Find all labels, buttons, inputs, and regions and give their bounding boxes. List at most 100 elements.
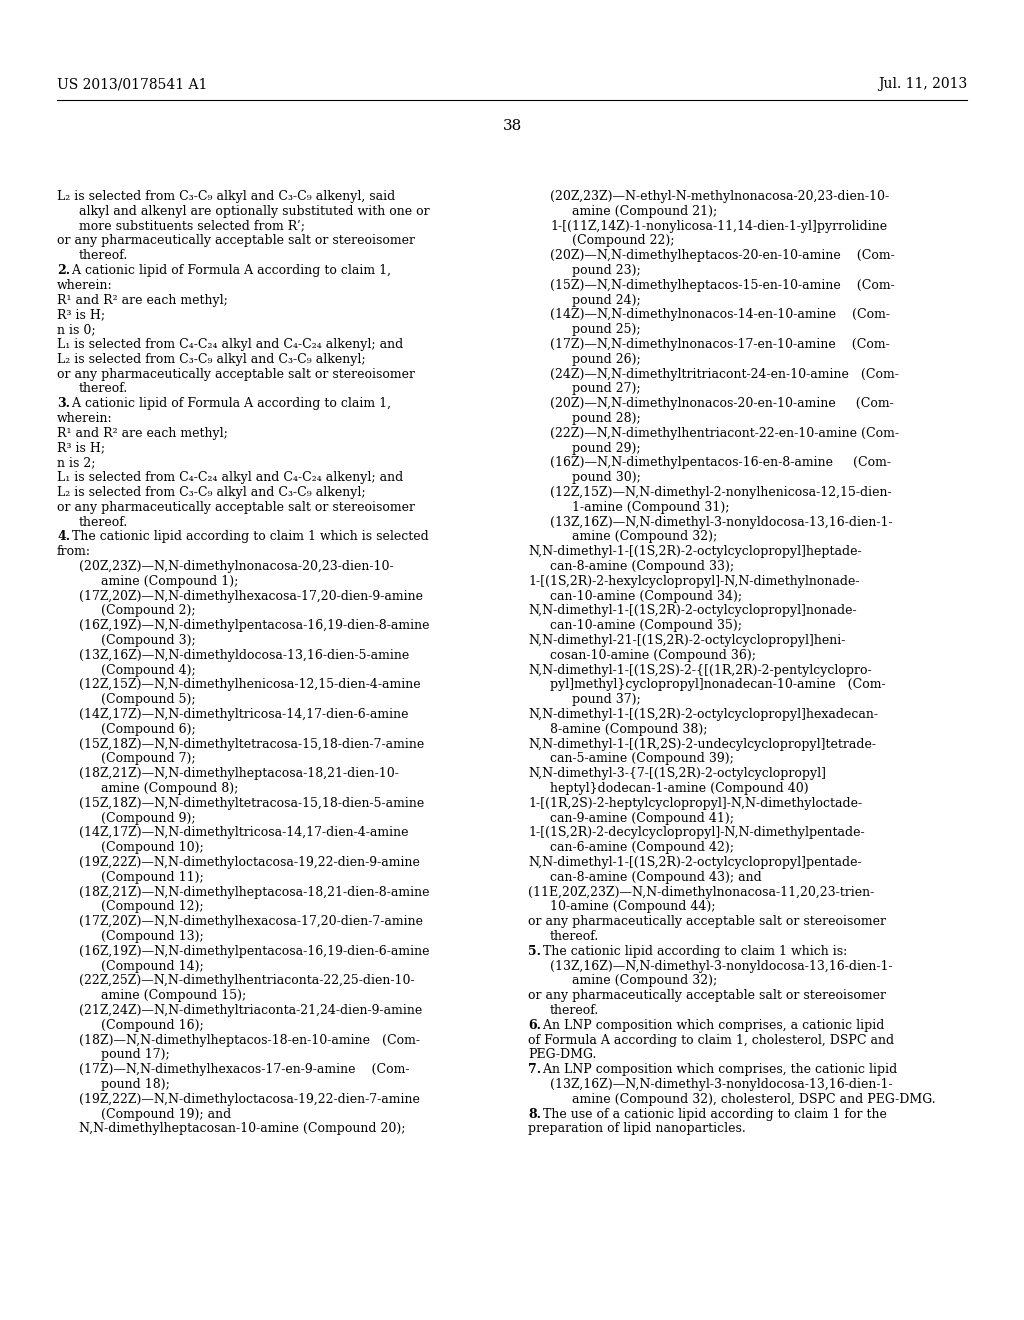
Text: N,N-dimethyl-1-[(1S,2R)-2-octylcyclopropyl]pentade-: N,N-dimethyl-1-[(1S,2R)-2-octylcycloprop… — [528, 855, 861, 869]
Text: pyl]methyl}cyclopropyl]nonadecan-10-amine   (Com-: pyl]methyl}cyclopropyl]nonadecan-10-amin… — [550, 678, 886, 692]
Text: (24Z)—N,N-dimethyltritriacont-24-en-10-amine   (Com-: (24Z)—N,N-dimethyltritriacont-24-en-10-a… — [550, 367, 899, 380]
Text: (Compound 19); and: (Compound 19); and — [101, 1107, 231, 1121]
Text: n is 0;: n is 0; — [57, 323, 95, 337]
Text: thereof.: thereof. — [550, 931, 599, 942]
Text: heptyl}dodecan-1-amine (Compound 40): heptyl}dodecan-1-amine (Compound 40) — [550, 781, 809, 795]
Text: (13Z,16Z)—N,N-dimethyl-3-nonyldocosa-13,16-dien-1-: (13Z,16Z)—N,N-dimethyl-3-nonyldocosa-13,… — [550, 960, 893, 973]
Text: can-10-amine (Compound 34);: can-10-amine (Compound 34); — [550, 590, 742, 603]
Text: alkyl and alkenyl are optionally substituted with one or: alkyl and alkenyl are optionally substit… — [79, 205, 430, 218]
Text: 5.: 5. — [528, 945, 541, 958]
Text: L₂ is selected from C₃-C₉ alkyl and C₃-C₉ alkenyl;: L₂ is selected from C₃-C₉ alkyl and C₃-C… — [57, 352, 366, 366]
Text: can-10-amine (Compound 35);: can-10-amine (Compound 35); — [550, 619, 742, 632]
Text: (20Z)—N,N-dimethylnonacos-20-en-10-amine     (Com-: (20Z)—N,N-dimethylnonacos-20-en-10-amine… — [550, 397, 894, 411]
Text: R¹ and R² are each methyl;: R¹ and R² are each methyl; — [57, 293, 228, 306]
Text: An LNP composition which comprises, the cationic lipid: An LNP composition which comprises, the … — [539, 1063, 897, 1076]
Text: pound 27);: pound 27); — [572, 383, 641, 396]
Text: N,N-dimethylheptacosan-10-amine (Compound 20);: N,N-dimethylheptacosan-10-amine (Compoun… — [79, 1122, 406, 1135]
Text: (Compound 4);: (Compound 4); — [101, 664, 196, 677]
Text: cosan-10-amine (Compound 36);: cosan-10-amine (Compound 36); — [550, 649, 756, 661]
Text: N,N-dimethyl-21-[(1S,2R)-2-octylcyclopropyl]heni-: N,N-dimethyl-21-[(1S,2R)-2-octylcyclopro… — [528, 634, 846, 647]
Text: (17Z,20Z)—N,N-dimethylhexacosa-17,20-dien-9-amine: (17Z,20Z)—N,N-dimethylhexacosa-17,20-die… — [79, 590, 423, 603]
Text: (18Z,21Z)—N,N-dimethylheptacosa-18,21-dien-10-: (18Z,21Z)—N,N-dimethylheptacosa-18,21-di… — [79, 767, 399, 780]
Text: (Compound 7);: (Compound 7); — [101, 752, 196, 766]
Text: 8-amine (Compound 38);: 8-amine (Compound 38); — [550, 723, 708, 735]
Text: (15Z,18Z)—N,N-dimethyltetracosa-15,18-dien-7-amine: (15Z,18Z)—N,N-dimethyltetracosa-15,18-di… — [79, 738, 424, 751]
Text: amine (Compound 15);: amine (Compound 15); — [101, 989, 246, 1002]
Text: preparation of lipid nanoparticles.: preparation of lipid nanoparticles. — [528, 1122, 745, 1135]
Text: 1-[(1S,2R)-2-hexylcyclopropyl]-N,N-dimethylnonade-: 1-[(1S,2R)-2-hexylcyclopropyl]-N,N-dimet… — [528, 574, 859, 587]
Text: An LNP composition which comprises, a cationic lipid: An LNP composition which comprises, a ca… — [539, 1019, 885, 1032]
Text: (Compound 10);: (Compound 10); — [101, 841, 204, 854]
Text: or any pharmaceutically acceptable salt or stereoisomer: or any pharmaceutically acceptable salt … — [57, 500, 415, 513]
Text: (Compound 11);: (Compound 11); — [101, 871, 204, 884]
Text: (21Z,24Z)—N,N-dimethyltriaconta-21,24-dien-9-amine: (21Z,24Z)—N,N-dimethyltriaconta-21,24-di… — [79, 1005, 422, 1016]
Text: pound 23);: pound 23); — [572, 264, 641, 277]
Text: or any pharmaceutically acceptable salt or stereoisomer: or any pharmaceutically acceptable salt … — [528, 915, 886, 928]
Text: The cationic lipid according to claim 1 which is:: The cationic lipid according to claim 1 … — [539, 945, 847, 958]
Text: The cationic lipid according to claim 1 which is selected: The cationic lipid according to claim 1 … — [68, 531, 429, 544]
Text: or any pharmaceutically acceptable salt or stereoisomer: or any pharmaceutically acceptable salt … — [528, 989, 886, 1002]
Text: (20Z,23Z)—N-ethyl-N-methylnonacosa-20,23-dien-10-: (20Z,23Z)—N-ethyl-N-methylnonacosa-20,23… — [550, 190, 889, 203]
Text: amine (Compound 32);: amine (Compound 32); — [572, 531, 717, 544]
Text: (19Z,22Z)—N,N-dimethyloctacosa-19,22-dien-9-amine: (19Z,22Z)—N,N-dimethyloctacosa-19,22-die… — [79, 855, 420, 869]
Text: N,N-dimethyl-1-[(1S,2S)-2-{[(1R,2R)-2-pentylcyclopro-: N,N-dimethyl-1-[(1S,2S)-2-{[(1R,2R)-2-pe… — [528, 664, 871, 677]
Text: L₂ is selected from C₃-C₉ alkyl and C₃-C₉ alkenyl, said: L₂ is selected from C₃-C₉ alkyl and C₃-C… — [57, 190, 395, 203]
Text: The use of a cationic lipid according to claim 1 for the: The use of a cationic lipid according to… — [539, 1107, 887, 1121]
Text: (15Z)—N,N-dimethylheptacos-15-en-10-amine    (Com-: (15Z)—N,N-dimethylheptacos-15-en-10-amin… — [550, 279, 895, 292]
Text: 10-amine (Compound 44);: 10-amine (Compound 44); — [550, 900, 716, 913]
Text: of Formula A according to claim 1, cholesterol, DSPC and: of Formula A according to claim 1, chole… — [528, 1034, 894, 1047]
Text: N,N-dimethyl-1-[(1S,2R)-2-octylcyclopropyl]heptade-: N,N-dimethyl-1-[(1S,2R)-2-octylcycloprop… — [528, 545, 861, 558]
Text: (16Z,19Z)—N,N-dimethylpentacosa-16,19-dien-6-amine: (16Z,19Z)—N,N-dimethylpentacosa-16,19-di… — [79, 945, 429, 958]
Text: PEG-DMG.: PEG-DMG. — [528, 1048, 596, 1061]
Text: (15Z,18Z)—N,N-dimethyltetracosa-15,18-dien-5-amine: (15Z,18Z)—N,N-dimethyltetracosa-15,18-di… — [79, 797, 424, 809]
Text: pound 28);: pound 28); — [572, 412, 641, 425]
Text: L₁ is selected from C₄-C₂₄ alkyl and C₄-C₂₄ alkenyl; and: L₁ is selected from C₄-C₂₄ alkyl and C₄-… — [57, 338, 403, 351]
Text: (13Z,16Z)—N,N-dimethyl-3-nonyldocosa-13,16-dien-1-: (13Z,16Z)—N,N-dimethyl-3-nonyldocosa-13,… — [550, 1078, 893, 1092]
Text: US 2013/0178541 A1: US 2013/0178541 A1 — [57, 77, 208, 91]
Text: can-6-amine (Compound 42);: can-6-amine (Compound 42); — [550, 841, 734, 854]
Text: (17Z,20Z)—N,N-dimethylhexacosa-17,20-dien-7-amine: (17Z,20Z)—N,N-dimethylhexacosa-17,20-die… — [79, 915, 423, 928]
Text: pound 30);: pound 30); — [572, 471, 641, 484]
Text: (Compound 3);: (Compound 3); — [101, 634, 196, 647]
Text: (14Z,17Z)—N,N-dimethyltricosa-14,17-dien-6-amine: (14Z,17Z)—N,N-dimethyltricosa-14,17-dien… — [79, 708, 409, 721]
Text: (Compound 14);: (Compound 14); — [101, 960, 204, 973]
Text: L₁ is selected from C₄-C₂₄ alkyl and C₄-C₂₄ alkenyl; and: L₁ is selected from C₄-C₂₄ alkyl and C₄-… — [57, 471, 403, 484]
Text: 1-amine (Compound 31);: 1-amine (Compound 31); — [572, 500, 729, 513]
Text: Jul. 11, 2013: Jul. 11, 2013 — [878, 77, 967, 91]
Text: 1-[(1R,2S)-2-heptylcyclopropyl]-N,N-dimethyloctade-: 1-[(1R,2S)-2-heptylcyclopropyl]-N,N-dime… — [528, 797, 862, 809]
Text: N,N-dimethyl-1-[(1S,2R)-2-octylcyclopropyl]nonade-: N,N-dimethyl-1-[(1S,2R)-2-octylcycloprop… — [528, 605, 857, 618]
Text: n is 2;: n is 2; — [57, 457, 95, 470]
Text: or any pharmaceutically acceptable salt or stereoisomer: or any pharmaceutically acceptable salt … — [57, 367, 415, 380]
Text: pound 29);: pound 29); — [572, 442, 641, 454]
Text: (16Z)—N,N-dimethylpentacos-16-en-8-amine     (Com-: (16Z)—N,N-dimethylpentacos-16-en-8-amine… — [550, 457, 891, 470]
Text: pound 18);: pound 18); — [101, 1078, 170, 1092]
Text: can-8-amine (Compound 43); and: can-8-amine (Compound 43); and — [550, 871, 762, 884]
Text: (11E,20Z,23Z)—N,N-dimethylnonacosa-11,20,23-trien-: (11E,20Z,23Z)—N,N-dimethylnonacosa-11,20… — [528, 886, 874, 899]
Text: pound 37);: pound 37); — [572, 693, 641, 706]
Text: (Compound 13);: (Compound 13); — [101, 931, 204, 942]
Text: wherein:: wherein: — [57, 279, 113, 292]
Text: (20Z)—N,N-dimethylheptacos-20-en-10-amine    (Com-: (20Z)—N,N-dimethylheptacos-20-en-10-amin… — [550, 249, 895, 263]
Text: (Compound 12);: (Compound 12); — [101, 900, 204, 913]
Text: (Compound 9);: (Compound 9); — [101, 812, 196, 825]
Text: 3.: 3. — [57, 397, 70, 411]
Text: (Compound 22);: (Compound 22); — [572, 235, 675, 247]
Text: more substituents selected from Rʹ;: more substituents selected from Rʹ; — [79, 219, 305, 232]
Text: 6.: 6. — [528, 1019, 541, 1032]
Text: pound 25);: pound 25); — [572, 323, 641, 337]
Text: (18Z,21Z)—N,N-dimethylheptacosa-18,21-dien-8-amine: (18Z,21Z)—N,N-dimethylheptacosa-18,21-di… — [79, 886, 429, 899]
Text: (17Z)—N,N-dimethylnonacos-17-en-10-amine    (Com-: (17Z)—N,N-dimethylnonacos-17-en-10-amine… — [550, 338, 890, 351]
Text: (16Z,19Z)—N,N-dimethylpentacosa-16,19-dien-8-amine: (16Z,19Z)—N,N-dimethylpentacosa-16,19-di… — [79, 619, 429, 632]
Text: amine (Compound 8);: amine (Compound 8); — [101, 781, 239, 795]
Text: (20Z,23Z)—N,N-dimethylnonacosa-20,23-dien-10-: (20Z,23Z)—N,N-dimethylnonacosa-20,23-die… — [79, 560, 393, 573]
Text: (13Z,16Z)—N,N-dimethyl-3-nonyldocosa-13,16-dien-1-: (13Z,16Z)—N,N-dimethyl-3-nonyldocosa-13,… — [550, 516, 893, 528]
Text: 2.: 2. — [57, 264, 70, 277]
Text: (22Z)—N,N-dimethylhentriacont-22-en-10-amine (Com-: (22Z)—N,N-dimethylhentriacont-22-en-10-a… — [550, 426, 899, 440]
Text: pound 17);: pound 17); — [101, 1048, 170, 1061]
Text: from:: from: — [57, 545, 91, 558]
Text: 38: 38 — [503, 119, 521, 133]
Text: pound 26);: pound 26); — [572, 352, 641, 366]
Text: 8.: 8. — [528, 1107, 541, 1121]
Text: R³ is H;: R³ is H; — [57, 442, 105, 454]
Text: can-8-amine (Compound 33);: can-8-amine (Compound 33); — [550, 560, 734, 573]
